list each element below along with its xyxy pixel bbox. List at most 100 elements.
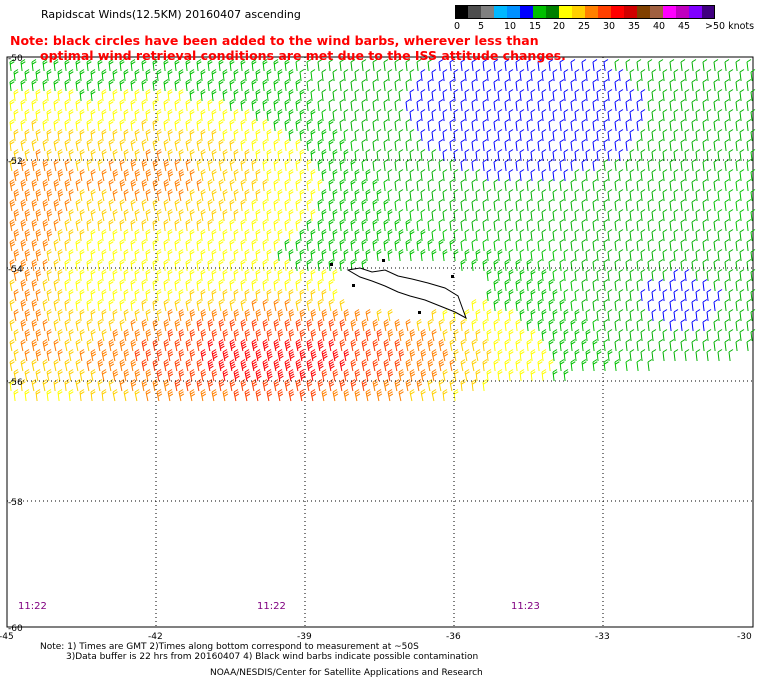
wind-barb bbox=[438, 99, 444, 112]
wind-barb bbox=[284, 359, 291, 372]
wind-barb bbox=[592, 59, 598, 72]
wind-barb bbox=[350, 199, 356, 212]
wind-barb bbox=[603, 139, 609, 152]
wind-barb bbox=[574, 249, 580, 262]
wind-barb bbox=[629, 269, 635, 282]
wind-barb bbox=[75, 339, 81, 352]
colorbar-segment bbox=[520, 5, 534, 19]
wind-barb bbox=[328, 179, 334, 192]
wind-barb bbox=[68, 269, 74, 282]
wind-barb bbox=[438, 319, 444, 332]
wind-barb bbox=[152, 179, 159, 192]
wind-barb bbox=[387, 329, 394, 342]
wind-barb bbox=[530, 209, 536, 222]
wind-barb bbox=[295, 119, 301, 132]
wind-barb bbox=[354, 389, 361, 402]
wind-barb bbox=[504, 219, 510, 232]
wind-barb bbox=[130, 79, 136, 92]
wind-barb bbox=[427, 99, 433, 112]
wind-barb bbox=[79, 249, 85, 262]
wind-barb bbox=[53, 139, 59, 152]
wind-barb bbox=[669, 59, 675, 72]
wind-barb bbox=[519, 329, 525, 342]
colorbar-label: >50 knots bbox=[705, 21, 755, 32]
wind-barb bbox=[398, 209, 404, 222]
wind-barb bbox=[647, 79, 653, 92]
wind-barb bbox=[244, 249, 250, 262]
wind-barb bbox=[691, 179, 697, 192]
wind-barb bbox=[332, 369, 339, 382]
wind-barb bbox=[669, 179, 675, 192]
wind-barb bbox=[651, 209, 657, 222]
wind-barb bbox=[614, 79, 620, 92]
wind-barb bbox=[251, 299, 257, 312]
wind-barb bbox=[365, 209, 371, 222]
wind-barb bbox=[123, 69, 129, 82]
wind-barb bbox=[614, 359, 620, 372]
wind-barb bbox=[185, 59, 191, 72]
wind-barb bbox=[339, 259, 345, 272]
wind-barb bbox=[251, 119, 257, 132]
wind-barb bbox=[207, 299, 213, 312]
wind-barb bbox=[409, 169, 415, 182]
wind-barb bbox=[328, 139, 334, 152]
wind-barb bbox=[409, 209, 415, 222]
wind-barb bbox=[306, 119, 312, 132]
wind-barb bbox=[680, 139, 686, 152]
wind-barb bbox=[695, 169, 701, 182]
wind-barb bbox=[464, 69, 470, 82]
wind-barb bbox=[332, 109, 338, 122]
wind-barb bbox=[262, 219, 268, 232]
wind-barb bbox=[200, 249, 206, 262]
wind-barb bbox=[552, 129, 558, 142]
wind-barb bbox=[585, 109, 591, 122]
wind-barb bbox=[746, 279, 752, 292]
wind-barb bbox=[482, 159, 488, 172]
wind-barb bbox=[486, 269, 492, 282]
wind-barb bbox=[746, 299, 752, 312]
wind-barb bbox=[585, 69, 591, 82]
wind-barb bbox=[68, 169, 74, 182]
wind-barb bbox=[251, 339, 258, 352]
wind-barb bbox=[471, 259, 477, 272]
wind-barb bbox=[394, 219, 400, 232]
wind-barb bbox=[266, 289, 272, 302]
wind-barb bbox=[222, 229, 228, 242]
wind-barb bbox=[299, 229, 305, 242]
wind-barb bbox=[475, 349, 481, 362]
wind-barb bbox=[174, 159, 180, 172]
wind-barb bbox=[284, 179, 290, 192]
wind-barb bbox=[603, 119, 609, 132]
wind-barb bbox=[42, 299, 48, 312]
wind-barb bbox=[101, 249, 107, 262]
wind-barb bbox=[86, 119, 92, 132]
wind-barb bbox=[416, 359, 423, 372]
wind-barb bbox=[383, 319, 390, 332]
wind-barb bbox=[420, 369, 427, 382]
wind-barb bbox=[350, 239, 356, 252]
wind-barb bbox=[277, 89, 283, 102]
wind-barb bbox=[24, 269, 31, 282]
wind-barb bbox=[581, 179, 587, 192]
wind-barb bbox=[284, 279, 290, 292]
wind-barb bbox=[9, 299, 15, 312]
wind-barb bbox=[398, 109, 404, 122]
wind-barb bbox=[200, 369, 207, 382]
wind-barb bbox=[383, 359, 390, 372]
wind-barb bbox=[218, 159, 224, 172]
wind-barb bbox=[640, 149, 646, 162]
wind-barb bbox=[420, 149, 426, 162]
wind-barb bbox=[354, 129, 360, 142]
wind-barb bbox=[31, 319, 38, 332]
wind-barb bbox=[57, 269, 63, 282]
wind-barb bbox=[618, 109, 624, 122]
wind-barb bbox=[629, 309, 635, 322]
wind-barb bbox=[563, 309, 569, 322]
wind-barb bbox=[614, 279, 620, 292]
wind-barb bbox=[662, 309, 668, 322]
wind-barb bbox=[574, 349, 580, 362]
wind-barb bbox=[504, 299, 510, 312]
wind-barb bbox=[750, 169, 756, 182]
wind-barb bbox=[493, 119, 499, 132]
wind-barb bbox=[266, 109, 272, 122]
